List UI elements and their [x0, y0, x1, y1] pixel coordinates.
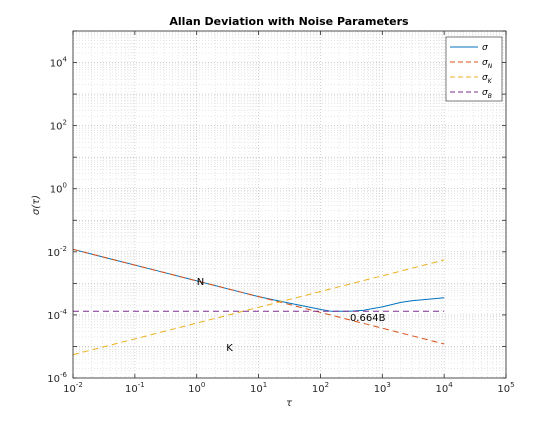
y-tick-labels: 10-6 10-4 10-2 100 102 104 [47, 56, 67, 385]
x-tick-label: 100 [188, 381, 205, 395]
x-axis-label: τ [286, 398, 293, 409]
x-tick-label: 105 [497, 381, 514, 395]
annotation-label: N [197, 277, 204, 288]
y-tick-label: 104 [50, 56, 68, 70]
y-tick-label: 10-6 [47, 371, 67, 385]
legend-entry: σB [482, 88, 492, 100]
x-tick-label: 10-1 [125, 381, 145, 395]
minor-grid [73, 31, 506, 378]
x-tick-label: 103 [374, 381, 391, 395]
x-tick-label: 10-2 [63, 381, 83, 395]
y-tick-label: 10-2 [47, 245, 67, 259]
series-layer [72, 248, 445, 356]
series-line--k [72, 259, 445, 356]
series-line--n [72, 248, 445, 345]
y-tick-label: 10-4 [47, 308, 67, 322]
major-grid [72, 30, 507, 379]
axes-box [72, 30, 507, 379]
annotation-label: K [226, 343, 233, 354]
tick-marks [72, 30, 507, 379]
annotation-layer: N K 0.664B [197, 277, 386, 354]
y-tick-label: 102 [50, 119, 67, 133]
legend-box [445, 36, 503, 102]
legend-entry: σN [482, 58, 493, 70]
legend: σ σN σK σB [445, 36, 503, 102]
x-tick-labels: 10-2 10-1 100 101 102 103 104 105 [63, 381, 514, 395]
legend-entry: σ [482, 43, 488, 53]
x-tick-label: 104 [436, 381, 454, 395]
y-axis-label: σ(τ) [31, 195, 42, 215]
annotation-label: 0.664B [350, 313, 386, 324]
chart-title: Allan Deviation with Noise Parameters [169, 15, 409, 28]
x-tick-label: 101 [250, 381, 267, 395]
x-tick-label: 102 [312, 381, 329, 395]
y-tick-label: 100 [50, 182, 67, 196]
legend-entry: σK [482, 73, 493, 85]
